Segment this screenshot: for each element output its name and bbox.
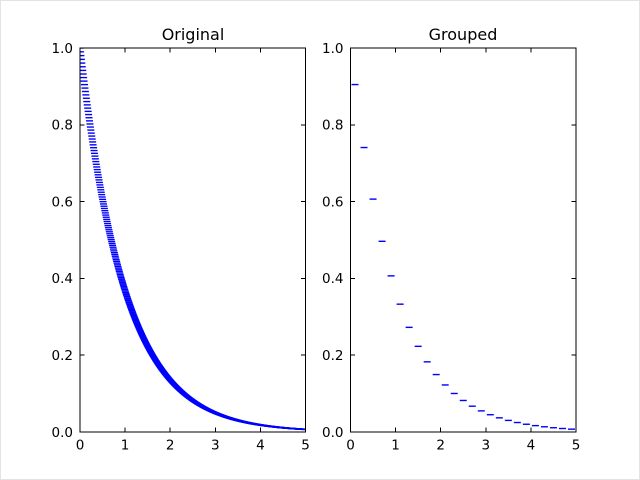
x-tick-label: 3 [211, 438, 220, 454]
y-tick-label: 1.0 [52, 41, 73, 57]
y-tick-label: 0.2 [322, 348, 343, 364]
x-tick-label: 2 [166, 438, 175, 454]
y-tick-label: 1.0 [322, 41, 343, 57]
axes-1: 0 1 2 3 4 5 0.0 0.2 0.4 0.6 0.8 1.0 [322, 41, 580, 454]
right-chart-title: Grouped [428, 25, 498, 44]
x-tick-label: 1 [391, 438, 400, 454]
y-tick-label: 0.6 [322, 194, 343, 210]
y-tick-label: 0.8 [52, 118, 73, 134]
x-tick-label: 4 [527, 438, 536, 454]
left-chart-title: Original [161, 25, 225, 44]
x-tick-label: 5 [301, 438, 310, 454]
y-tick-label: 0.4 [52, 271, 73, 287]
data-markers [351, 83, 575, 430]
data-markers [80, 48, 306, 431]
y-tick-label: 0.4 [322, 271, 343, 287]
x-tick-label: 0 [76, 438, 85, 454]
y-tick-label: 0.0 [52, 425, 73, 441]
axes-frame [350, 47, 577, 433]
y-tick-label: 0.0 [322, 425, 343, 441]
axes-frame [79, 47, 306, 433]
x-tick-label: 3 [482, 438, 491, 454]
x-tick-label: 4 [256, 438, 265, 454]
y-tick-label: 0.8 [322, 118, 343, 134]
y-tick-label: 0.6 [52, 194, 73, 210]
x-tick-label: 5 [572, 438, 581, 454]
x-tick-label: 0 [346, 438, 355, 454]
x-tick-label: 2 [436, 438, 445, 454]
x-tick-label: 1 [121, 438, 130, 454]
axes-0: 0 1 2 3 4 5 0.0 0.2 0.4 0.6 0.8 1.0 [52, 41, 310, 454]
y-tick-label: 0.2 [52, 348, 73, 364]
